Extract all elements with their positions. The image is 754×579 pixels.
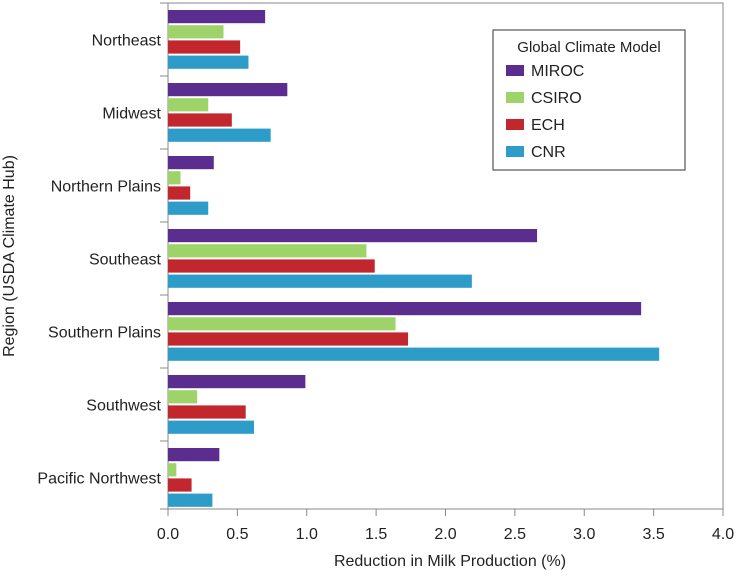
bar-pacific-northwest-ech [168, 478, 192, 492]
x-tick-label: 4.0 [712, 526, 734, 543]
x-tick-label: 1.5 [365, 526, 387, 543]
bar-midwest-ech [168, 113, 232, 127]
legend-label-miroc: MIROC [531, 63, 584, 80]
legend-label-ech: ECH [531, 117, 565, 134]
bar-midwest-cnr [168, 128, 271, 142]
bar-southern-plains-ech [168, 332, 409, 346]
bar-southern-plains-miroc [168, 302, 642, 316]
x-tick-label: 0.0 [157, 526, 179, 543]
bar-pacific-northwest-miroc [168, 448, 220, 462]
bar-southwest-miroc [168, 375, 306, 389]
bars-layer [168, 10, 660, 507]
bar-southwest-cnr [168, 420, 255, 434]
legend-label-csiro: CSIRO [531, 90, 582, 107]
bar-northeast-cnr [168, 55, 249, 69]
legend-label-cnr: CNR [531, 144, 566, 161]
legend-swatch-csiro [506, 92, 524, 103]
bar-midwest-miroc [168, 83, 288, 97]
bar-northern-plains-miroc [168, 156, 214, 170]
y-tick-label: Southeast [89, 251, 162, 268]
bar-southwest-csiro [168, 390, 198, 404]
bar-southeast-miroc [168, 229, 538, 243]
x-tick-label: 1.0 [296, 526, 318, 543]
y-tick-label: Northern Plains [51, 178, 161, 195]
bar-northeast-miroc [168, 10, 266, 24]
legend-box [492, 29, 686, 171]
x-axis-label: Reduction in Milk Production (%) [334, 553, 566, 570]
bar-northeast-ech [168, 40, 241, 54]
legend-swatch-cnr [506, 146, 524, 157]
bar-southwest-ech [168, 405, 246, 419]
x-tick-label: 3.0 [573, 526, 595, 543]
y-tick-label: Midwest [102, 105, 161, 122]
bar-northern-plains-cnr [168, 201, 209, 215]
legend-title: Global Climate Model [517, 39, 660, 56]
bar-southern-plains-cnr [168, 347, 660, 361]
bar-southeast-cnr [168, 274, 472, 288]
y-tick-label: Northeast [92, 32, 162, 49]
bar-southeast-csiro [168, 244, 367, 258]
y-tick-label: Southern Plains [48, 324, 161, 341]
bar-pacific-northwest-cnr [168, 493, 213, 507]
x-tick-label: 3.5 [643, 526, 665, 543]
legend-swatch-miroc [506, 65, 524, 76]
axis-layer: Northeast Midwest Northern Plains Southeast… [37, 2, 734, 543]
bar-northeast-csiro [168, 25, 224, 39]
y-tick-label: Southwest [86, 397, 161, 414]
bar-southeast-ech [168, 259, 375, 273]
bar-northern-plains-ech [168, 186, 191, 200]
y-axis-label: Region (USDA Climate Hub) [1, 155, 18, 357]
x-tick-label: 0.5 [226, 526, 248, 543]
x-tick-label: 2.0 [434, 526, 456, 543]
legend-swatch-ech [506, 119, 524, 130]
x-tick-label: 2.5 [504, 526, 526, 543]
bar-southern-plains-csiro [168, 317, 396, 331]
bar-northern-plains-csiro [168, 171, 181, 185]
bar-pacific-northwest-csiro [168, 463, 177, 477]
legend: Global Climate Model MIROC CSIRO ECH CNR [492, 29, 686, 171]
bar-midwest-csiro [168, 98, 209, 112]
y-tick-label: Pacific Northwest [37, 470, 161, 487]
